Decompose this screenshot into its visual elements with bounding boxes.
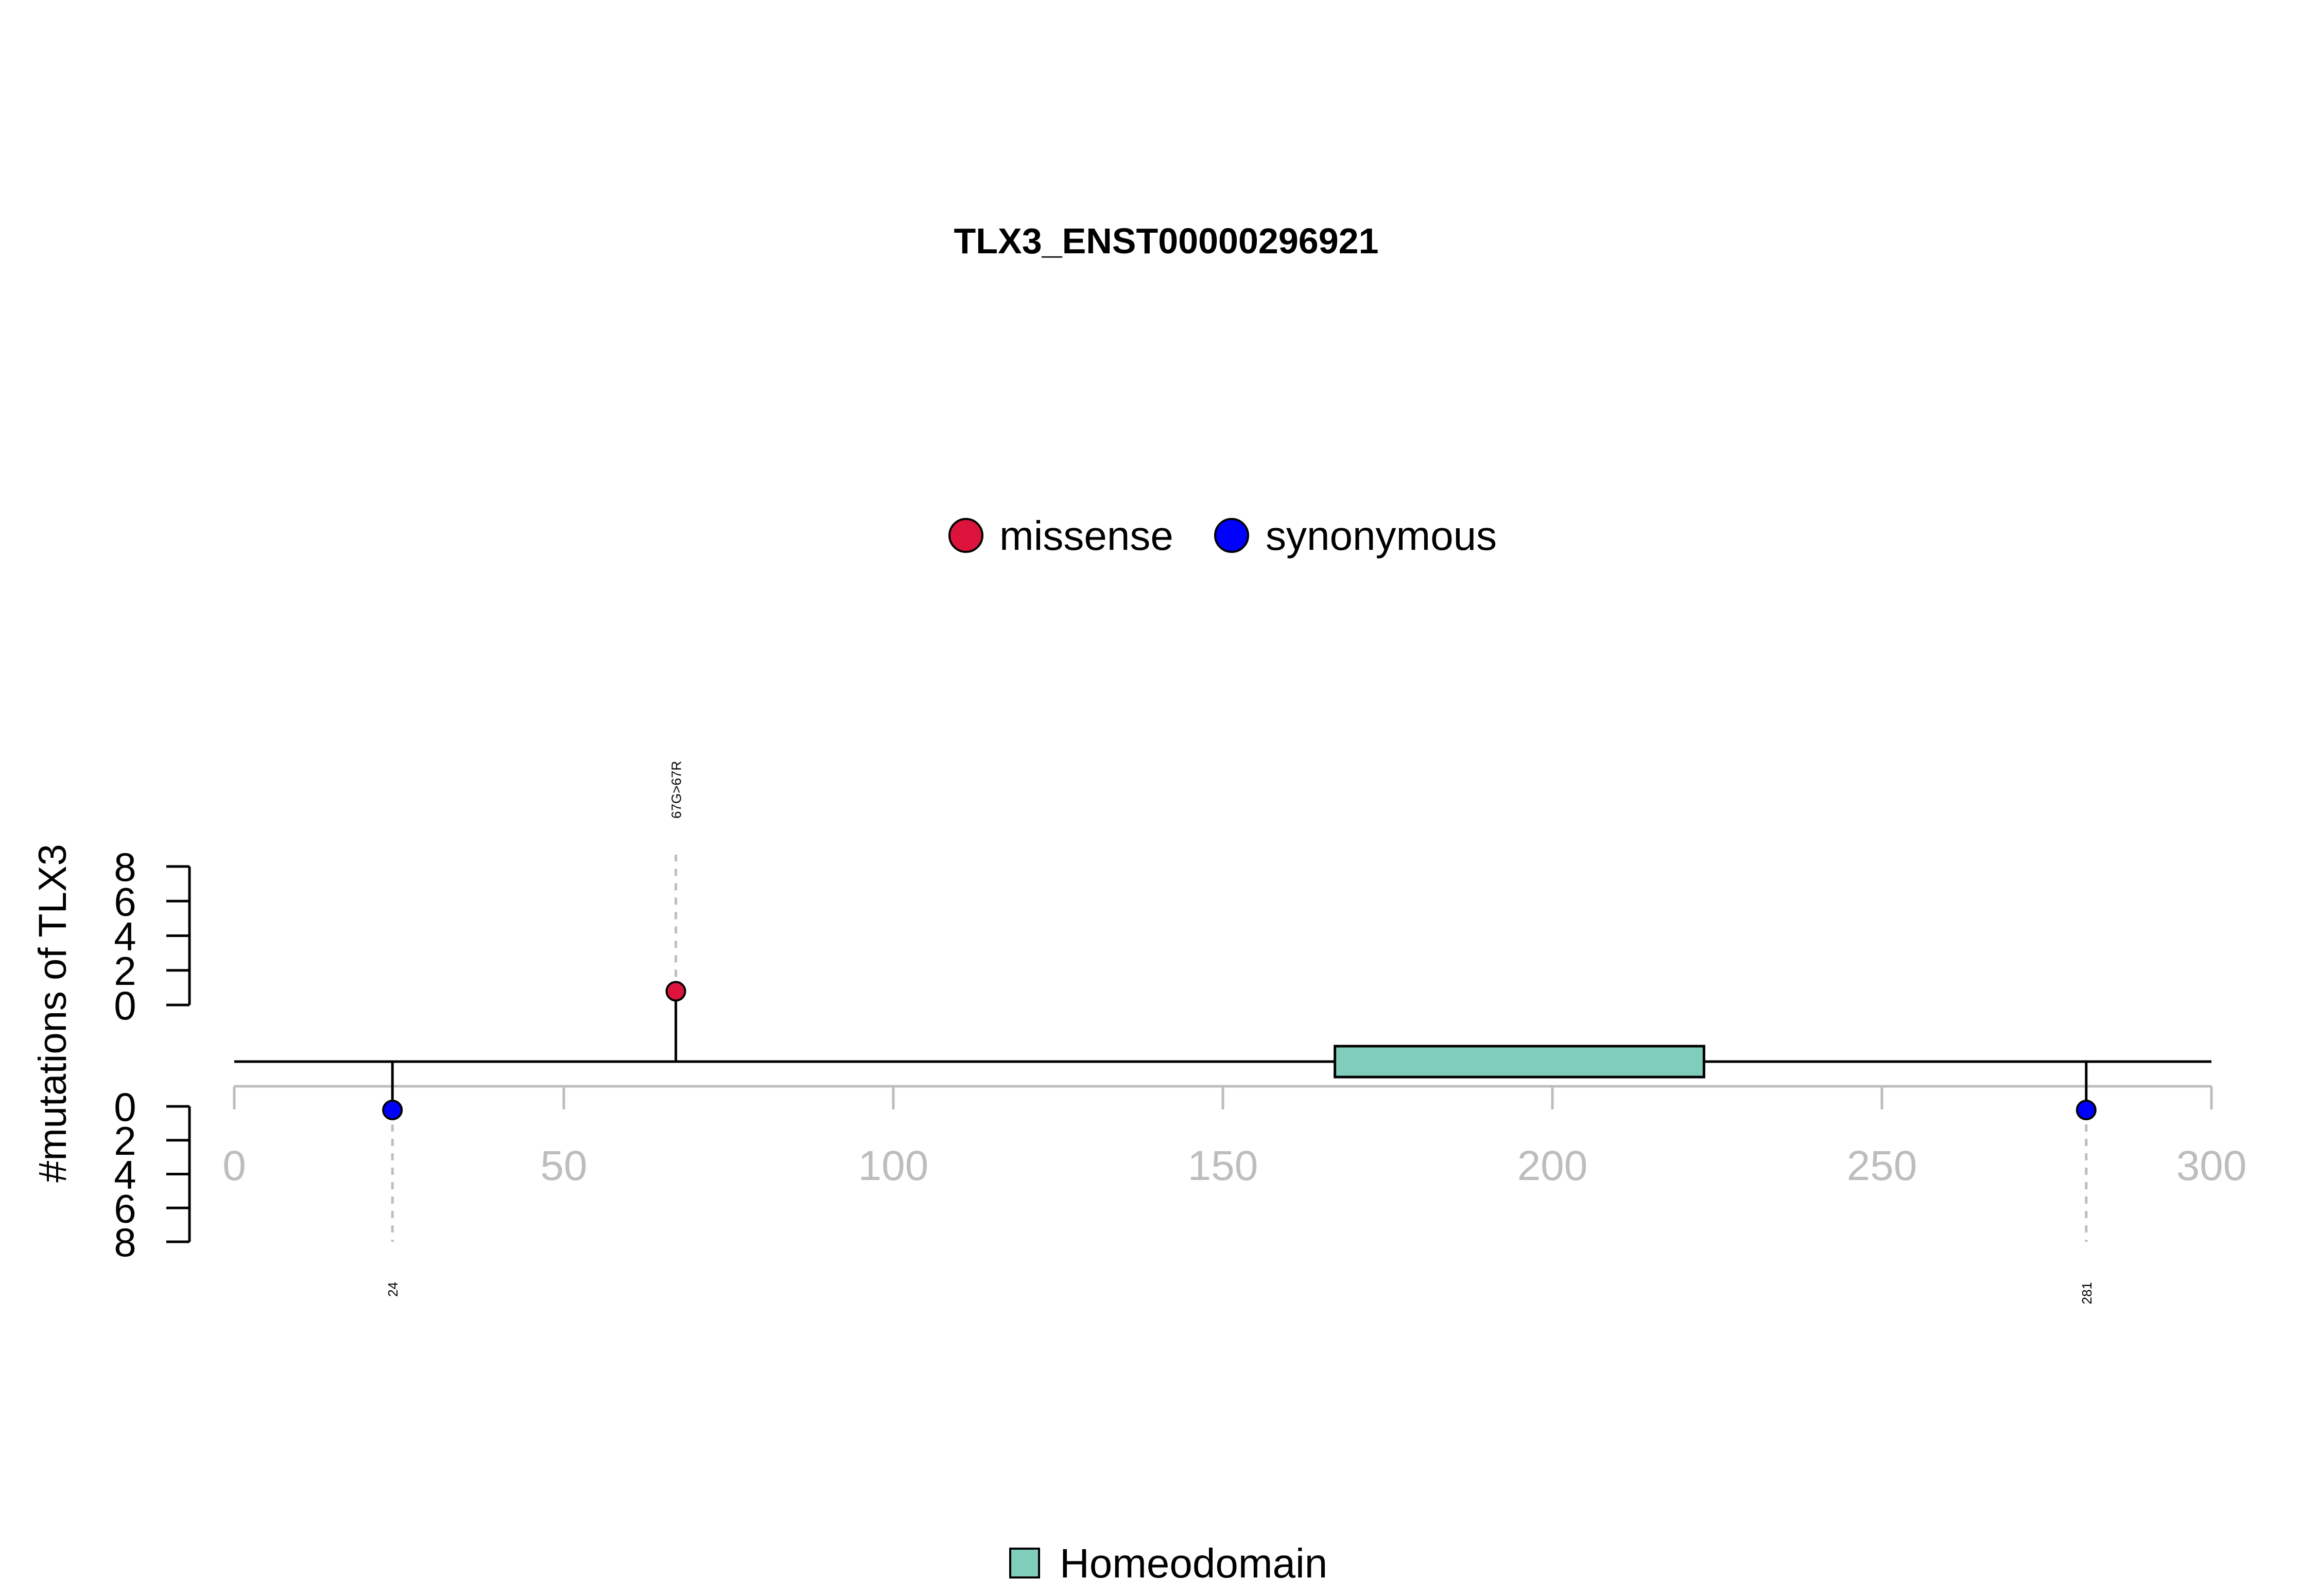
y-tick-label-lower: 0 [114, 1084, 136, 1130]
x-tick-label: 200 [1517, 1142, 1588, 1189]
chart-title: TLX3_ENST00000296921 [954, 221, 1379, 261]
y-tick-label-lower: 8 [114, 1220, 136, 1265]
y-tick-label-upper: 2 [114, 948, 136, 994]
legend-label-synonymous: synonymous [1266, 513, 1497, 559]
mutation-label: 24 [385, 1282, 401, 1297]
legend-marker-synonymous [1214, 518, 1249, 553]
y-tick-label-lower: 4 [114, 1152, 136, 1198]
y-tick-label-lower: 2 [114, 1118, 136, 1164]
mutation-point [665, 981, 686, 1002]
y-tick-label-upper: 6 [114, 879, 136, 924]
legend-marker-domain [1009, 1548, 1040, 1578]
y-tick-label-upper: 4 [114, 914, 136, 959]
y-tick-label-upper: 8 [114, 844, 136, 890]
y-tick-label-lower: 6 [114, 1186, 136, 1231]
mutation-legend: missense synonymous [948, 513, 1497, 559]
mutation-point [2076, 1100, 2097, 1120]
legend-marker-missense [948, 518, 983, 553]
domain-homeodomain [1334, 1045, 1705, 1079]
y-tick-label-upper: 0 [114, 983, 136, 1028]
mutation-point [382, 1100, 403, 1120]
x-tick-label: 250 [1847, 1142, 1917, 1189]
x-tick-label: 100 [858, 1142, 929, 1189]
mutation-label: 281 [2079, 1282, 2095, 1304]
mutation-label: 67G>67R [669, 761, 684, 819]
x-tick-label: 300 [2176, 1142, 2247, 1189]
legend-label-missense: missense [999, 513, 1173, 559]
x-tick-label: 0 [222, 1142, 246, 1189]
x-tick-label: 150 [1188, 1142, 1258, 1189]
x-tick-label: 50 [540, 1142, 587, 1189]
legend-label-domain: Homeodomain [1060, 1540, 1327, 1586]
domain-legend: Homeodomain [1009, 1540, 1327, 1586]
y-axis-label: #mutations of TLX3 [31, 844, 75, 1183]
